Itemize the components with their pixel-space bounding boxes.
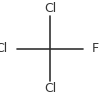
Text: Cl: Cl	[44, 2, 56, 15]
Text: Cl: Cl	[44, 82, 56, 95]
Text: Cl: Cl	[0, 42, 8, 55]
Text: F: F	[92, 42, 99, 55]
